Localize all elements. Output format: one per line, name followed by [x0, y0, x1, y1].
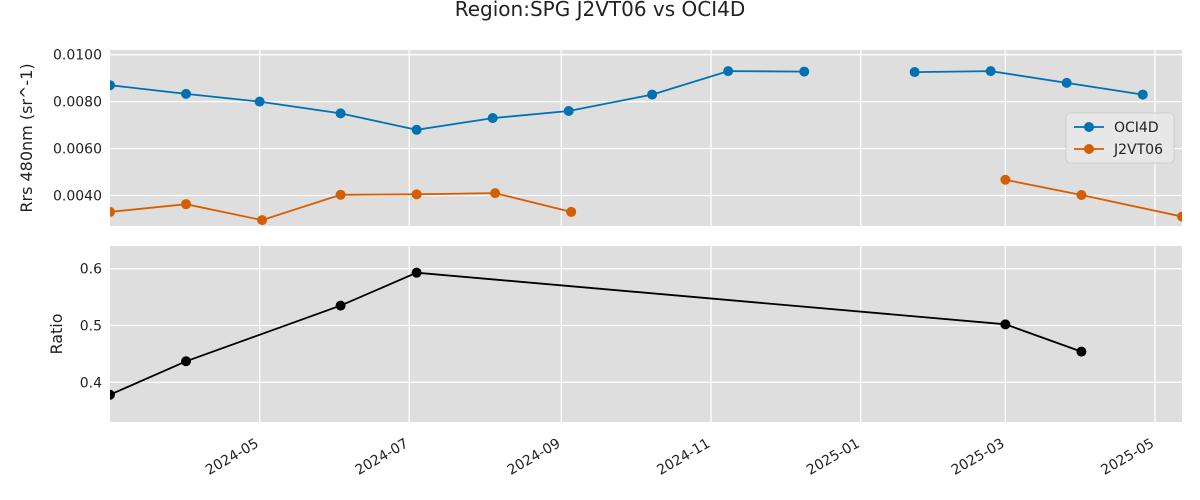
data-point-j2vt06	[411, 189, 422, 200]
data-point-oci4d	[563, 106, 574, 117]
y-tick-label: 0.6	[80, 262, 102, 278]
y-tick-label: 0.0080	[53, 95, 102, 111]
x-tick-label: 2025-01	[804, 436, 863, 479]
y-axis-label: Ratio	[47, 313, 66, 354]
chart-panels: 0.0040 0.0060 0.0080 0.0100 Rrs 480nm (sr^-1…	[17, 48, 1182, 479]
series-line-oci4d	[914, 70, 1143, 96]
plot-background	[110, 246, 1182, 422]
data-point-j2vt06	[257, 215, 268, 226]
data-point-oci4d	[1137, 89, 1148, 100]
legend-label-j2vt06: J2VT06	[1113, 142, 1163, 158]
data-point-j2vt06	[1000, 174, 1011, 185]
data-point-j2vt06	[181, 199, 192, 210]
legend-swatch-marker	[1084, 144, 1094, 154]
data-point-ratio	[181, 356, 192, 367]
data-point-oci4d	[985, 66, 996, 77]
y-tick-label: 0.0100	[53, 48, 102, 64]
data-point-j2vt06	[566, 206, 577, 217]
data-point-oci4d	[110, 80, 115, 91]
chart-title: Region:SPG J2VT06 vs OCI4D	[455, 0, 746, 21]
data-point-oci4d	[647, 89, 658, 100]
series-line-oci4d	[110, 70, 805, 131]
plot-background	[110, 50, 1182, 226]
x-tick-label: 2024-11	[654, 436, 713, 479]
data-point-j2vt06	[1076, 190, 1087, 201]
data-point-oci4d	[909, 67, 920, 78]
legend-swatch-marker	[1084, 122, 1094, 132]
x-tick-label: 2025-05	[1098, 436, 1157, 479]
series-layer	[110, 66, 1182, 226]
x-tick-label: 2024-09	[505, 436, 564, 479]
legend-label-oci4d: OCI4D	[1114, 120, 1159, 136]
y-tick-label: 0.0040	[53, 188, 102, 204]
legend: OCI4D J2VT06	[1065, 112, 1175, 164]
data-point-oci4d	[723, 66, 734, 77]
data-point-oci4d	[335, 108, 346, 119]
data-point-oci4d	[411, 124, 422, 135]
panel-1: 0.0040 0.0060 0.0080 0.0100 Rrs 480nm (sr^-1…	[17, 48, 1182, 226]
series-layer	[110, 267, 1087, 400]
data-point-ratio	[335, 300, 346, 311]
panel-2: 0.4 0.5 0.6 Ratio	[47, 246, 1182, 422]
data-point-ratio	[411, 267, 422, 278]
data-point-j2vt06	[1177, 211, 1182, 222]
y-tick-label: 0.0060	[53, 142, 102, 158]
data-point-ratio	[1076, 346, 1087, 357]
x-tick-label: 2024-07	[353, 436, 412, 479]
data-point-j2vt06	[335, 189, 346, 200]
data-point-j2vt06	[490, 188, 501, 199]
data-point-j2vt06	[110, 206, 115, 217]
y-tick-label: 0.4	[80, 375, 102, 391]
data-point-ratio	[110, 389, 115, 400]
data-point-oci4d	[1061, 77, 1072, 88]
data-point-ratio	[1000, 319, 1011, 330]
y-axis-label: Rrs 480nm (sr^-1)	[17, 63, 36, 212]
data-point-oci4d	[487, 113, 498, 124]
data-point-oci4d	[799, 66, 810, 77]
data-point-oci4d	[181, 88, 192, 99]
x-tick-label: 2025-03	[949, 436, 1008, 479]
y-tick-label: 0.5	[80, 318, 102, 334]
series-line-ratio	[110, 271, 1082, 396]
data-point-oci4d	[254, 96, 265, 107]
x-tick-label: 2024-05	[203, 436, 262, 479]
